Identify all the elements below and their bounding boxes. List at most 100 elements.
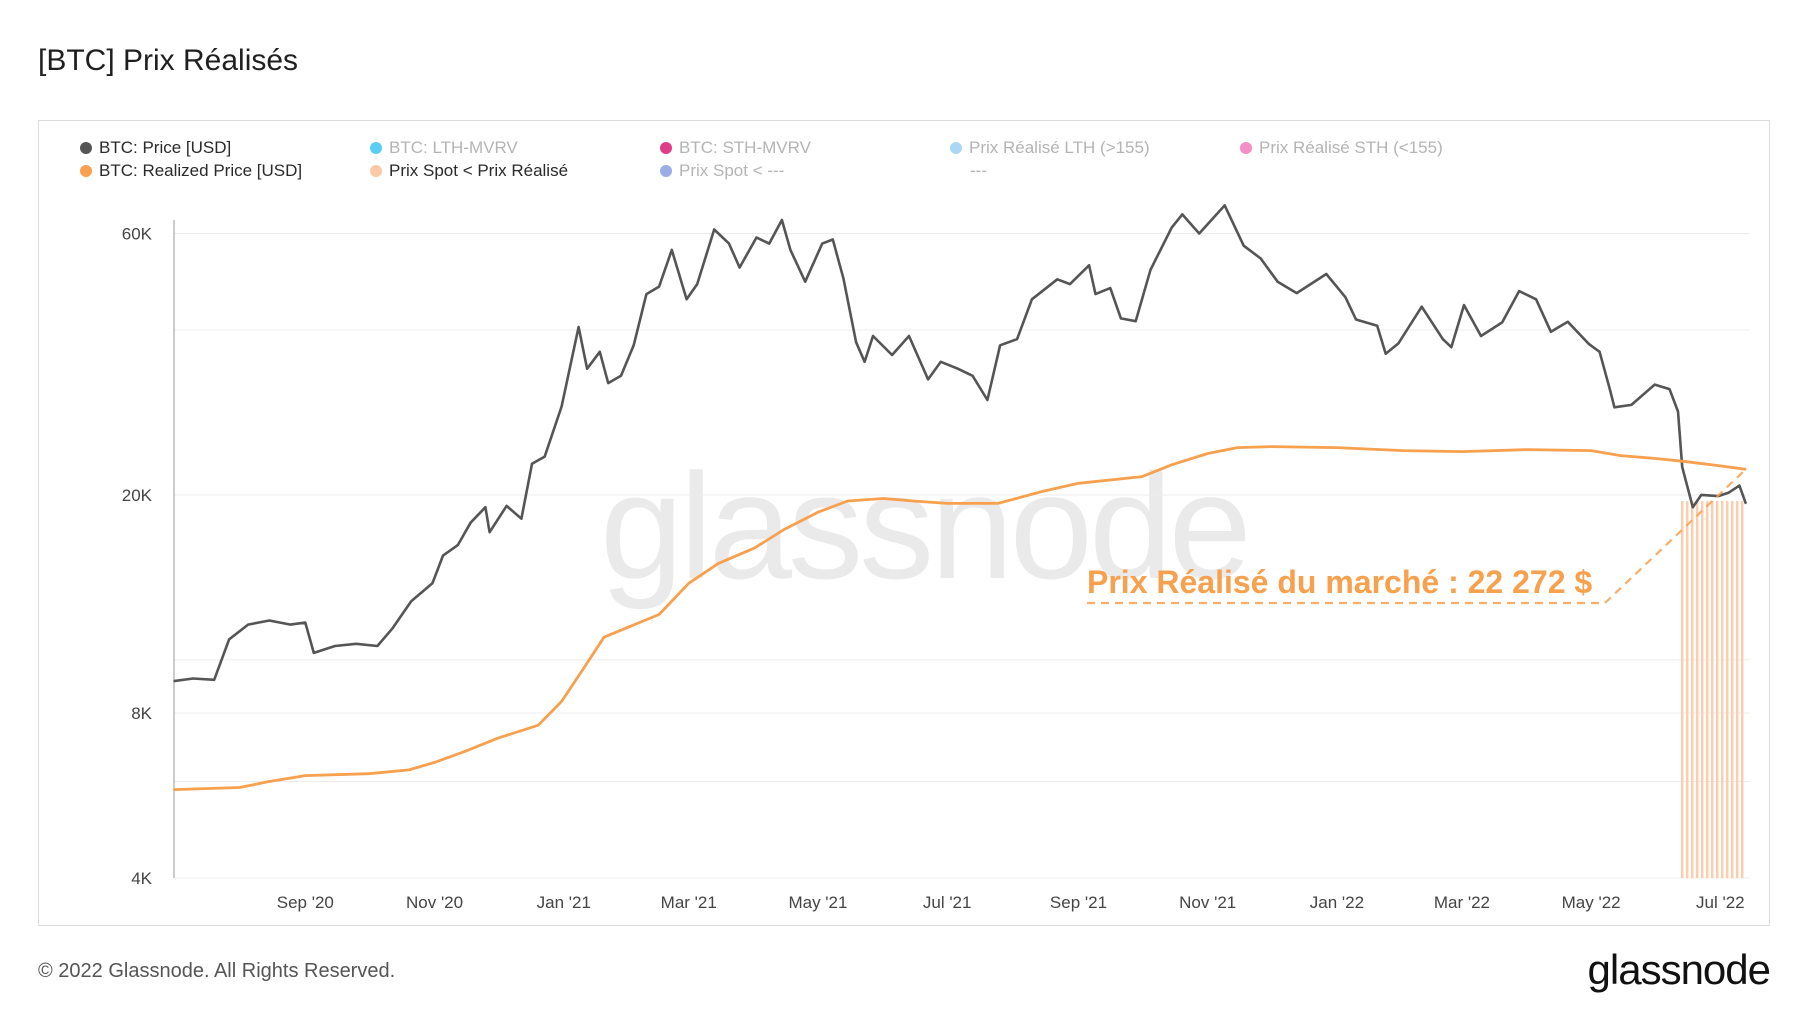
legend-item-sth-mvrv[interactable]: BTC: STH-MVRV — [660, 138, 811, 158]
btc-price-point — [173, 680, 175, 682]
y-tick-label: 8K — [131, 704, 152, 723]
realized-price-point — [497, 737, 499, 739]
realized-price-point — [238, 786, 241, 789]
btc-price-point — [804, 280, 807, 283]
y-tick-label: 60K — [122, 224, 153, 243]
btc-price-point — [457, 544, 459, 546]
realized-price-point — [628, 625, 631, 628]
legend-dot-icon — [1240, 142, 1252, 154]
realized-price-point — [560, 700, 563, 703]
btc-price-point — [560, 405, 563, 408]
realized-price-point — [753, 547, 756, 549]
btc-price-point — [872, 335, 874, 337]
realized-price-point — [717, 562, 720, 565]
btc-price-point — [842, 277, 845, 280]
legend-dot-icon — [80, 142, 92, 154]
y-tick-label: 20K — [122, 486, 153, 505]
btc-price-point — [520, 517, 523, 520]
btc-price-point — [755, 236, 758, 239]
legend-item-realized-price[interactable]: BTC: Realized Price [USD] — [80, 161, 302, 181]
x-tick-label: Nov '21 — [1179, 893, 1236, 912]
btc-price-point — [1276, 280, 1279, 283]
legend-item-btc-price[interactable]: BTC: Price [USD] — [80, 138, 231, 158]
realized-price-point — [463, 750, 466, 753]
btc-price-point — [1738, 484, 1741, 487]
btc-price-point — [268, 619, 271, 622]
legend-item-spot-below[interactable]: Prix Spot < --- — [660, 161, 784, 181]
btc-price-point — [484, 506, 487, 508]
legend-label: BTC: LTH-MVRV — [389, 138, 518, 157]
btc-price-point — [355, 643, 357, 645]
realized-price-point — [582, 668, 584, 671]
realized-price-point — [846, 500, 849, 502]
legend-item-lth-mvrv[interactable]: BTC: LTH-MVRV — [370, 138, 518, 158]
realized-price-point — [1719, 465, 1722, 467]
btc-price-point — [1242, 244, 1245, 247]
realized-price-point — [1685, 460, 1688, 463]
legend-item-placeholder[interactable]: --- — [970, 161, 987, 181]
btc-price-point — [696, 283, 699, 285]
btc-price-point — [1325, 273, 1328, 275]
btc-price-point — [289, 623, 292, 626]
legend-dot-icon — [80, 165, 92, 177]
realized-price-point — [1401, 449, 1404, 452]
realized-price-point — [1590, 449, 1592, 452]
btc-price-point — [1463, 304, 1465, 306]
btc-price-point — [1681, 466, 1684, 468]
btc-price-point — [1031, 298, 1033, 301]
realized-price-point — [1744, 468, 1747, 471]
btc-price-point — [940, 360, 942, 363]
btc-price-point — [1613, 406, 1616, 409]
x-tick-label: Sep '20 — [277, 893, 334, 912]
realized-price-point — [408, 769, 410, 771]
btc-price-point — [304, 621, 307, 624]
legend-item-spot-below-realized[interactable]: Prix Spot < Prix Réalisé — [370, 161, 568, 181]
legend-label: Prix Réalisé STH (<155) — [1259, 138, 1443, 157]
btc-price-point — [908, 335, 910, 337]
btc-price-point — [1094, 293, 1097, 295]
realized-price-point — [268, 780, 271, 783]
btc-price-point — [891, 354, 893, 356]
legend-item-lth-realized[interactable]: Prix Réalisé LTH (>155) — [950, 138, 1150, 158]
legend-item-sth-realized[interactable]: Prix Réalisé STH (<155) — [1240, 138, 1443, 158]
btc-price-point — [685, 298, 688, 301]
btc-price-point — [1016, 338, 1018, 340]
realized-price-point — [433, 761, 436, 764]
realized-price-point — [687, 582, 690, 585]
btc-price-point — [863, 360, 866, 363]
btc-price-point — [658, 285, 660, 288]
x-tick-label: Nov '20 — [406, 893, 463, 912]
btc-price-point — [1259, 257, 1262, 260]
glassnode-logo: glassnode — [1587, 946, 1771, 993]
btc-price-point — [531, 462, 533, 465]
btc-price-point — [986, 399, 989, 401]
realized-price-point — [1526, 448, 1529, 451]
realized-price-point — [783, 528, 785, 531]
x-tick-label: Mar '22 — [1434, 893, 1490, 912]
x-tick-label: Jan '21 — [537, 893, 591, 912]
page-title: [BTC] Prix Réalisés — [38, 44, 299, 77]
btc-price-point — [1700, 494, 1703, 496]
btc-price-point — [1397, 342, 1400, 345]
realized-price-point — [304, 774, 307, 777]
realized-price-point — [946, 502, 948, 505]
btc-price-point — [586, 367, 588, 370]
btc-price-point — [1056, 278, 1059, 281]
legend-label: BTC: Price [USD] — [99, 138, 232, 157]
btc-price-point — [781, 219, 783, 221]
btc-price-point — [927, 378, 929, 381]
realized-price-point — [1206, 452, 1209, 455]
btc-price-point — [1609, 389, 1611, 392]
legend-label: BTC: Realized Price [USD] — [99, 161, 303, 180]
btc-price-point — [577, 326, 580, 328]
btc-price-point — [1134, 320, 1137, 323]
btc-price-point — [1120, 317, 1122, 320]
chart-frame — [38, 120, 1770, 926]
realized-price-point — [1619, 454, 1622, 457]
legend-dot-icon — [950, 142, 962, 154]
btc-price-point — [598, 350, 601, 353]
realized-price-point — [173, 788, 175, 791]
btc-price-point — [1181, 213, 1184, 216]
realized-price-point — [1077, 482, 1080, 485]
